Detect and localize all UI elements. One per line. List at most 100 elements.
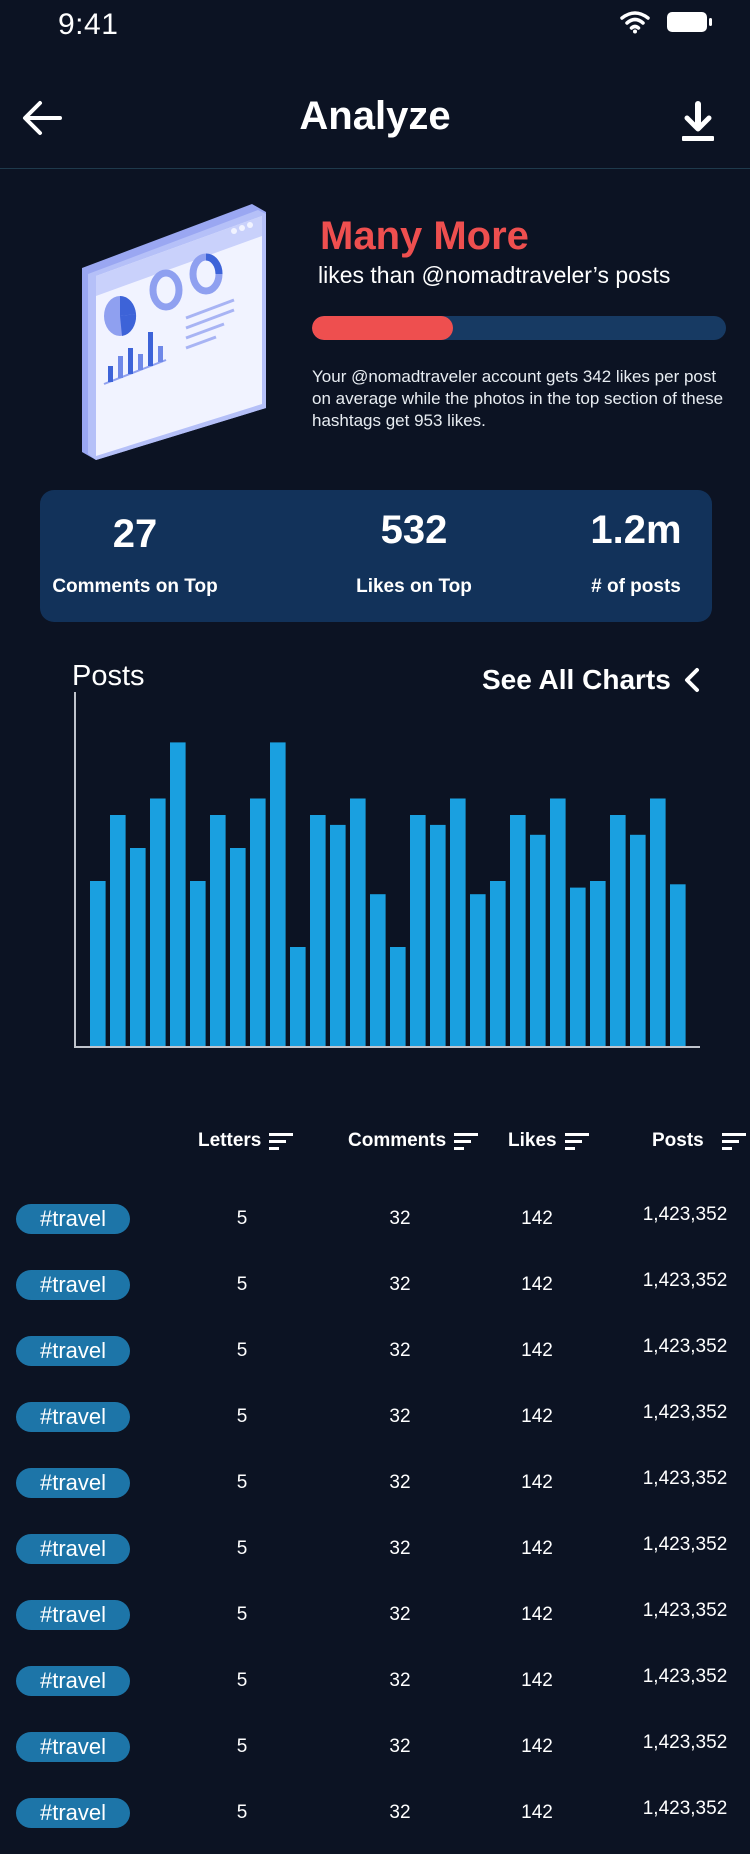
cell-posts: 1,423,352 <box>642 1798 728 1819</box>
cell-letters: 5 <box>236 1604 248 1625</box>
chart-bar <box>290 947 306 1046</box>
table-row[interactable]: #travel 5 32 142 1,423,352 <box>0 1798 750 1832</box>
chart-bar <box>410 815 426 1046</box>
cell-letters: 5 <box>236 1340 248 1361</box>
column-header-posts[interactable]: Posts <box>652 1130 746 1152</box>
cell-comments: 32 <box>389 1472 411 1493</box>
stat-posts: 1.2m # of posts <box>556 490 716 622</box>
chart-bar <box>470 894 486 1046</box>
hashtag-pill[interactable]: #travel <box>16 1270 130 1300</box>
chart-bar <box>650 798 666 1046</box>
download-icon[interactable] <box>678 100 718 144</box>
table-row[interactable]: #travel 5 32 142 1,423,352 <box>0 1402 750 1436</box>
cell-letters: 5 <box>236 1208 248 1229</box>
cell-letters: 5 <box>236 1472 248 1493</box>
cell-likes: 142 <box>521 1406 553 1427</box>
column-header-letters[interactable]: Letters <box>198 1130 294 1152</box>
cell-comments: 32 <box>389 1604 411 1625</box>
stat-value: 27 <box>112 512 158 556</box>
table-row[interactable]: #travel 5 32 142 1,423,352 <box>0 1600 750 1634</box>
page-title: Analyze <box>299 94 451 138</box>
chart-bar <box>430 824 446 1046</box>
chart-bar <box>190 881 206 1046</box>
cell-letters: 5 <box>236 1274 248 1295</box>
chart-bar <box>210 815 226 1046</box>
column-label: Comments <box>348 1130 447 1151</box>
battery-icon <box>667 12 712 32</box>
status-time: 9:41 <box>58 8 119 41</box>
sort-icon <box>454 1133 479 1150</box>
stat-label: Likes on Top <box>356 576 472 597</box>
hashtag-pill[interactable]: #travel <box>16 1798 130 1828</box>
cell-comments: 32 <box>389 1736 411 1757</box>
hero-description: Your @nomadtraveler account gets 342 lik… <box>312 367 724 430</box>
stat-comments: 27 Comments on Top <box>40 490 230 622</box>
cell-posts: 1,423,352 <box>642 1666 728 1687</box>
cell-likes: 142 <box>521 1802 553 1823</box>
hashtag-pill[interactable]: #travel <box>16 1402 130 1432</box>
stat-value: 1.2m <box>590 508 682 552</box>
hashtag-pill[interactable]: #travel <box>16 1732 130 1762</box>
likes-progress-bar <box>312 316 726 340</box>
hashtag-pill[interactable]: #travel <box>16 1534 130 1564</box>
chart-bar <box>150 798 166 1046</box>
cell-letters: 5 <box>236 1406 248 1427</box>
chart-bar <box>390 947 406 1046</box>
cell-likes: 142 <box>521 1340 553 1361</box>
cell-likes: 142 <box>521 1736 553 1757</box>
chart-bar <box>130 848 146 1046</box>
column-header-comments[interactable]: Comments <box>348 1130 479 1152</box>
chart-bar <box>590 881 606 1046</box>
cell-comments: 32 <box>389 1406 411 1427</box>
cell-comments: 32 <box>389 1208 411 1229</box>
cell-letters: 5 <box>236 1736 248 1757</box>
chart-bar <box>530 834 546 1046</box>
chart-bar <box>630 834 646 1046</box>
table-row[interactable]: #travel 5 32 142 1,423,352 <box>0 1732 750 1766</box>
cell-letters: 5 <box>236 1670 248 1691</box>
table-row[interactable]: #travel 5 32 142 1,423,352 <box>0 1666 750 1700</box>
posts-bar-chart <box>74 692 700 1048</box>
header <box>0 62 750 169</box>
chart-bar <box>490 881 506 1046</box>
chevron-left-icon <box>684 668 699 692</box>
table-row[interactable]: #travel 5 32 142 1,423,352 <box>0 1204 750 1238</box>
cell-posts: 1,423,352 <box>642 1732 728 1753</box>
cell-likes: 142 <box>521 1472 553 1493</box>
chart-bar <box>450 798 466 1046</box>
chart-bar <box>550 798 566 1046</box>
cell-posts: 1,423,352 <box>642 1270 728 1291</box>
table-row[interactable]: #travel 5 32 142 1,423,352 <box>0 1336 750 1370</box>
hashtag-pill[interactable]: #travel <box>16 1204 130 1234</box>
chart-bar <box>270 742 286 1046</box>
see-all-label: See All Charts <box>482 664 671 695</box>
see-all-charts-link[interactable]: See All Charts <box>482 664 701 696</box>
cell-posts: 1,423,352 <box>642 1468 728 1489</box>
likes-progress-fill <box>312 316 453 340</box>
table-row[interactable]: #travel 5 32 142 1,423,352 <box>0 1468 750 1502</box>
table-row[interactable]: #travel 5 32 142 1,423,352 <box>0 1534 750 1568</box>
cell-comments: 32 <box>389 1538 411 1559</box>
chart-bar <box>110 815 126 1046</box>
chart-bar <box>330 824 346 1046</box>
cell-letters: 5 <box>236 1538 248 1559</box>
hashtag-pill[interactable]: #travel <box>16 1600 130 1630</box>
chart-bar <box>310 815 326 1046</box>
cell-likes: 142 <box>521 1604 553 1625</box>
cell-posts: 1,423,352 <box>642 1204 728 1225</box>
chart-bar <box>250 798 266 1046</box>
cell-posts: 1,423,352 <box>642 1336 728 1357</box>
stat-likes: 532 Likes on Top <box>304 490 524 622</box>
hashtag-pill[interactable]: #travel <box>16 1336 130 1366</box>
hero-subtitle: likes than @nomadtraveler’s posts <box>318 262 671 288</box>
chart-bar <box>510 815 526 1046</box>
chart-bar <box>90 881 106 1046</box>
arrow-left-icon[interactable] <box>20 98 64 138</box>
table-row[interactable]: #travel 5 32 142 1,423,352 <box>0 1270 750 1304</box>
column-header-likes[interactable]: Likes <box>508 1130 589 1152</box>
hashtag-pill[interactable]: #travel <box>16 1666 130 1696</box>
cell-comments: 32 <box>389 1340 411 1361</box>
hashtag-pill[interactable]: #travel <box>16 1468 130 1498</box>
sort-icon <box>721 1133 746 1150</box>
hero-headline: Many More <box>320 214 529 258</box>
